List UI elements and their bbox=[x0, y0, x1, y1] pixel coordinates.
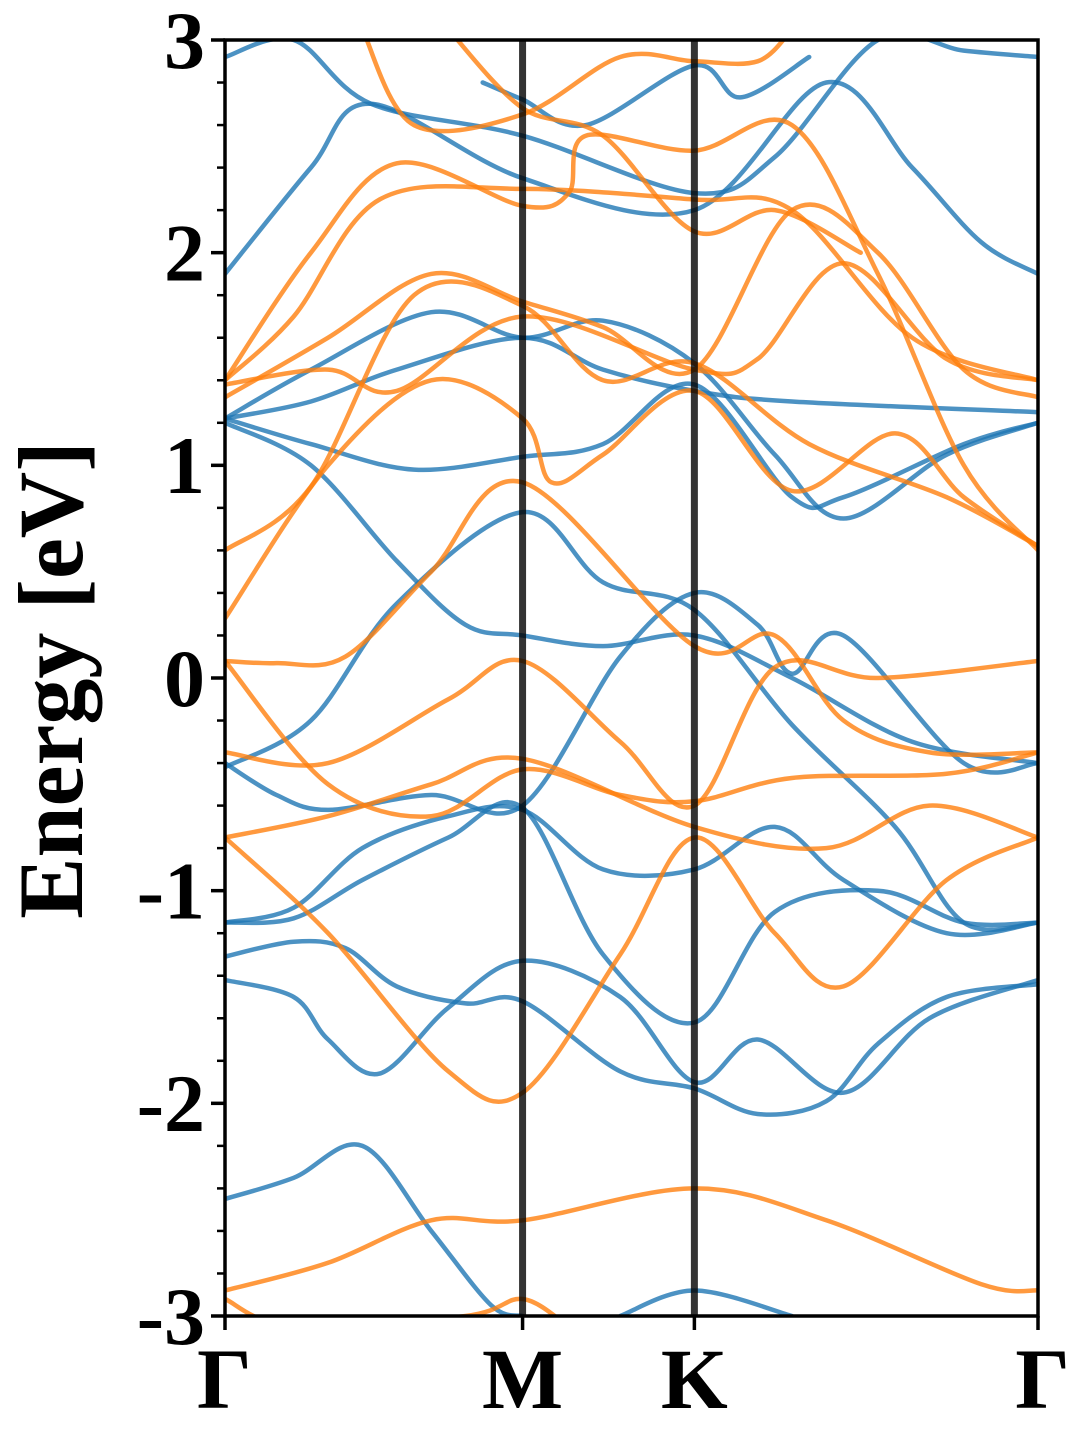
spin-up-band-9 bbox=[225, 335, 1038, 421]
spin-up-band-4 bbox=[225, 803, 1038, 938]
spin-up-band-6 bbox=[225, 509, 1038, 932]
spin-down-band-23 bbox=[225, 279, 1038, 553]
spin-up-band-12 bbox=[225, 40, 1038, 196]
spin-up-band-3 bbox=[225, 799, 1038, 1026]
spin-down-band-24 bbox=[225, 261, 1038, 395]
spin-down-band-15 bbox=[225, 1186, 1038, 1294]
band-lines bbox=[225, 40, 1038, 1316]
y-tick-label: -3 bbox=[137, 1271, 205, 1362]
y-tick-label: -2 bbox=[137, 1058, 205, 1149]
spin-up-band-2 bbox=[225, 938, 1038, 1117]
spin-down-band-19 bbox=[225, 657, 1038, 810]
y-tick-label: 3 bbox=[164, 0, 205, 86]
spin-down-band-20 bbox=[225, 755, 1038, 852]
spin-up-band-14 bbox=[617, 1288, 795, 1316]
spin-up-band-11 bbox=[225, 79, 1038, 277]
spin-up-band-7 bbox=[225, 420, 1038, 766]
high-symmetry-lines bbox=[519, 40, 698, 1316]
spin-down-band-17 bbox=[225, 835, 1038, 1104]
y-tick-label: -1 bbox=[137, 846, 205, 937]
spin-down-band-29 bbox=[454, 40, 863, 255]
spin-up-band-0 bbox=[225, 1142, 525, 1316]
spin-down-band-28 bbox=[364, 40, 787, 134]
spin-down-band-26 bbox=[225, 184, 1038, 383]
x-tick-label: Γ bbox=[1015, 1331, 1070, 1427]
spin-down-band-22 bbox=[225, 376, 1038, 621]
x-tick-label: K bbox=[661, 1331, 728, 1427]
y-tick-label: 2 bbox=[164, 208, 205, 299]
spin-down-band-27 bbox=[225, 117, 1038, 553]
x-tick-label: Γ bbox=[197, 1331, 252, 1427]
spin-down-band-18 bbox=[225, 658, 1038, 819]
spin-down-band-21 bbox=[225, 478, 1038, 758]
y-tick-label: 0 bbox=[164, 633, 205, 724]
x-tick-label: M bbox=[482, 1331, 563, 1427]
spin-down-band-16 bbox=[225, 1296, 559, 1316]
spin-up-band-1 bbox=[225, 958, 1038, 1095]
y-axis-label: Energy [eV] bbox=[0, 441, 102, 919]
spin-down-band-25 bbox=[225, 202, 1038, 400]
spin-up-band-10 bbox=[225, 309, 1038, 521]
spin-up-band-5 bbox=[225, 589, 1038, 816]
y-tick-label: 1 bbox=[164, 420, 205, 511]
